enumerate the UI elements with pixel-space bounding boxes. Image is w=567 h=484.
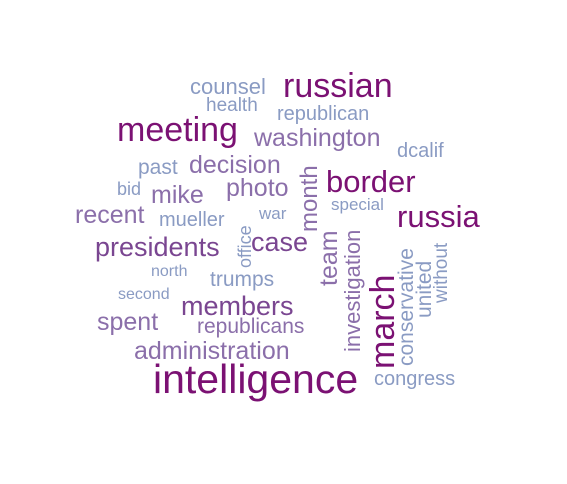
word-russian: russian: [283, 67, 393, 105]
word-trumps: trumps: [210, 268, 275, 291]
word-members: members: [181, 291, 294, 321]
word-russia: russia: [397, 199, 480, 234]
word-photo: photo: [226, 174, 289, 202]
word-administration: administration: [134, 337, 290, 365]
word-special: special: [331, 195, 384, 214]
word-mike: mike: [151, 181, 204, 209]
word-office: office: [235, 225, 255, 268]
word-border: border: [326, 164, 416, 199]
word-washington: washington: [254, 124, 381, 152]
word-team: team: [315, 230, 343, 286]
word-without: without: [431, 242, 452, 303]
word-decision: decision: [189, 151, 281, 179]
word-mueller: mueller: [159, 209, 225, 231]
word-investigation: investigation: [340, 229, 365, 352]
word-month: month: [296, 165, 323, 232]
word-republicans: republicans: [197, 315, 305, 338]
word-counsel: counsel: [190, 74, 266, 99]
word-congress: congress: [374, 368, 456, 390]
word-second: second: [118, 286, 170, 303]
word-meeting: meeting: [117, 111, 238, 149]
word-spent: spent: [97, 308, 159, 336]
word-health: health: [206, 95, 258, 116]
word-dcalif: dcalif: [397, 140, 444, 162]
word-past: past: [138, 156, 178, 179]
word-republican: republican: [277, 103, 370, 125]
word-recent: recent: [75, 201, 145, 229]
word-case: case: [251, 227, 309, 257]
word-north: north: [151, 263, 188, 280]
word-bid: bid: [117, 179, 142, 199]
word-war: war: [259, 204, 287, 223]
word-intelligence: intelligence: [153, 356, 359, 402]
word-presidents: presidents: [95, 232, 220, 262]
